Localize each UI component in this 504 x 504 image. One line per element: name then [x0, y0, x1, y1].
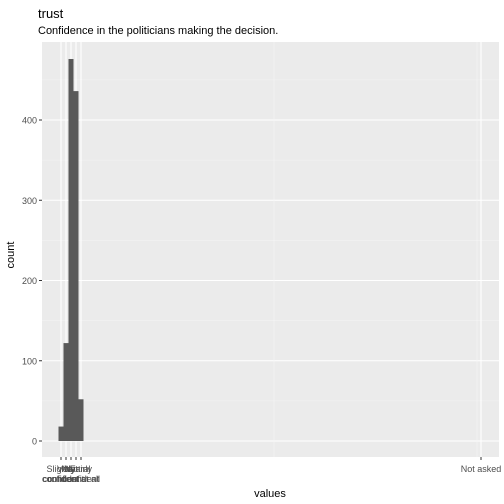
- x-tick-label: Very confident: [48, 464, 85, 484]
- bar: [68, 59, 74, 441]
- chart-subtitle: Confidence in the politicians making the…: [38, 25, 279, 37]
- x-tick-label: Neutral: [61, 464, 90, 474]
- y-tick-label: 100: [22, 356, 37, 366]
- x-tick-label: Not asked: [461, 464, 502, 474]
- y-tick-label: 400: [22, 116, 37, 126]
- y-axis: 0 100 200 300 400: [22, 116, 42, 447]
- bar: [63, 343, 69, 441]
- chart-title: trust: [38, 6, 64, 21]
- bar: [58, 426, 64, 441]
- x-axis-label: values: [254, 488, 286, 500]
- y-tick-label: 200: [22, 276, 37, 286]
- plot-panel: [42, 42, 499, 457]
- x-tick-label: Slightly confident: [43, 464, 80, 484]
- y-axis-label: count: [5, 242, 17, 269]
- x-tick-label: Not confident at all: [42, 464, 100, 484]
- bars: [58, 59, 84, 442]
- bar: [78, 399, 84, 441]
- x-tick-label: Fairly confident: [63, 464, 100, 484]
- y-tick-label: 0: [32, 437, 37, 447]
- y-tick-label: 300: [22, 196, 37, 206]
- bar: [73, 91, 79, 442]
